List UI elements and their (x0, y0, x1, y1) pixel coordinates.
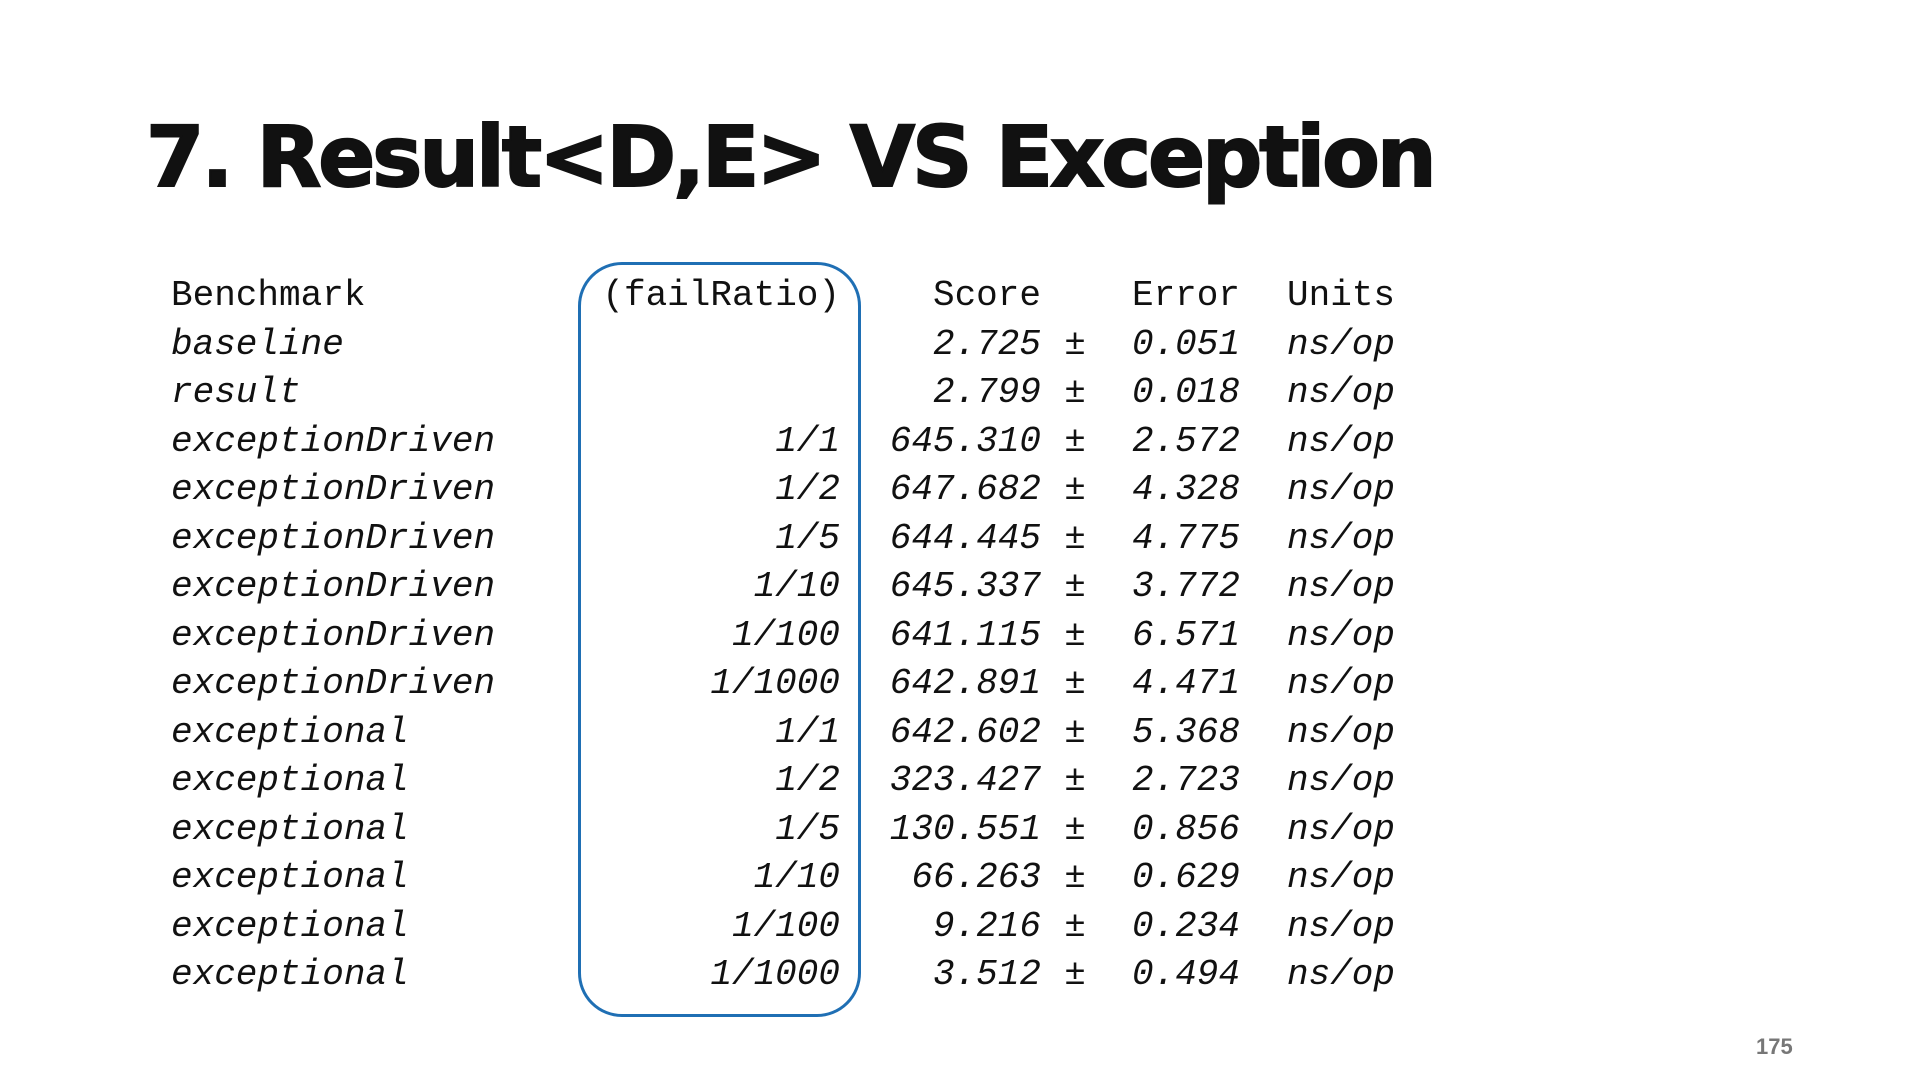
fail-ratio: 1/10 (753, 857, 840, 898)
plus-minus: ± (1064, 808, 1086, 850)
benchmark: exceptional (171, 808, 409, 850)
plus-minus: ± (1064, 420, 1086, 462)
benchmark: exceptionDriven (171, 566, 496, 607)
benchmark: baseline (171, 323, 344, 365)
error: 4.471 (1131, 663, 1240, 704)
fail-ratio: 1/100 (731, 905, 840, 947)
highlight-box (578, 262, 861, 1017)
error: 2.723 (1131, 760, 1240, 801)
score: 2.725 (932, 323, 1041, 365)
score: 323.427 (889, 760, 1041, 801)
units: ns/op (1287, 663, 1396, 704)
error: 0.234 (1131, 905, 1240, 947)
benchmark: exceptionDriven (171, 517, 496, 559)
error: 2.572 (1131, 420, 1240, 462)
error: 0.051 (1131, 323, 1240, 365)
units: ns/op (1287, 372, 1396, 413)
score: 9.216 (932, 905, 1041, 947)
units: ns/op (1287, 760, 1396, 801)
plus-minus: ± (1064, 711, 1086, 753)
fail-ratio: 1/1000 (710, 663, 840, 704)
plus-minus: ± (1064, 323, 1086, 365)
plus-minus: ± (1064, 954, 1086, 995)
score: 642.602 (889, 711, 1041, 753)
units: ns/op (1287, 857, 1396, 898)
plus-minus: ± (1064, 857, 1086, 898)
benchmark: exceptional (171, 760, 409, 801)
fail-ratio: 1/1000 (710, 954, 840, 995)
fail-ratio-header: (failRatio) (602, 275, 840, 316)
units: ns/op (1287, 517, 1396, 559)
error: 5.368 (1131, 711, 1240, 753)
benchmark-header: Benchmark (171, 275, 366, 316)
units: ns/op (1287, 808, 1396, 850)
error: 0.856 (1131, 808, 1240, 850)
plus-minus: ± (1064, 469, 1086, 510)
score: 641.115 (889, 614, 1041, 656)
score: 642.891 (889, 663, 1041, 704)
benchmark: exceptional (171, 857, 409, 898)
slide-title: 7. Result<D,E> VS Exception (145, 107, 1438, 207)
benchmark: exceptional (171, 905, 409, 947)
fail-ratio: 1/10 (753, 566, 840, 607)
fail-ratio: 1/2 (775, 760, 840, 801)
units: ns/op (1287, 420, 1396, 462)
benchmark: exceptional (171, 711, 409, 753)
units: ns/op (1287, 905, 1396, 947)
units: ns/op (1287, 954, 1396, 995)
score-header: Score (932, 275, 1041, 316)
page-number: 175 (1756, 1034, 1793, 1059)
fail-ratio: 1/1 (775, 711, 840, 753)
units: ns/op (1287, 711, 1396, 753)
error: 6.571 (1131, 614, 1240, 656)
plus-minus: ± (1064, 517, 1086, 559)
units: ns/op (1287, 566, 1396, 607)
plus-minus: ± (1064, 372, 1086, 413)
score: 2.799 (932, 372, 1041, 413)
units: ns/op (1287, 614, 1396, 656)
plus-minus: ± (1064, 566, 1086, 607)
error: 0.018 (1131, 372, 1240, 413)
score: 3.512 (932, 954, 1041, 995)
fail-ratio: 1/100 (731, 614, 840, 656)
benchmark: exceptionDriven (171, 420, 496, 462)
score: 66.263 (911, 857, 1041, 898)
benchmark: result (171, 372, 301, 413)
error: 4.775 (1131, 517, 1240, 559)
score: 645.337 (889, 566, 1041, 607)
error: 3.772 (1131, 566, 1240, 607)
score: 644.445 (889, 517, 1041, 559)
error-header: Error (1131, 275, 1240, 316)
score: 645.310 (889, 420, 1041, 462)
fail-ratio: 1/1 (775, 420, 840, 462)
benchmark: exceptionDriven (171, 469, 496, 510)
plus-minus: ± (1064, 663, 1086, 704)
units: ns/op (1287, 323, 1396, 365)
units: ns/op (1287, 469, 1396, 510)
plus-minus: ± (1064, 614, 1086, 656)
error: 4.328 (1131, 469, 1240, 510)
score: 647.682 (889, 469, 1041, 510)
score: 130.551 (889, 808, 1041, 850)
fail-ratio: 1/5 (775, 517, 840, 559)
benchmark: exceptional (171, 954, 409, 995)
fail-ratio: 1/5 (775, 808, 840, 850)
plus-minus: ± (1064, 760, 1086, 801)
fail-ratio: 1/2 (775, 469, 840, 510)
error: 0.494 (1131, 954, 1240, 995)
error: 0.629 (1131, 857, 1240, 898)
benchmark: exceptionDriven (171, 614, 496, 656)
units-header: Units (1287, 275, 1396, 316)
benchmark: exceptionDriven (171, 663, 496, 704)
plus-minus: ± (1064, 905, 1086, 947)
